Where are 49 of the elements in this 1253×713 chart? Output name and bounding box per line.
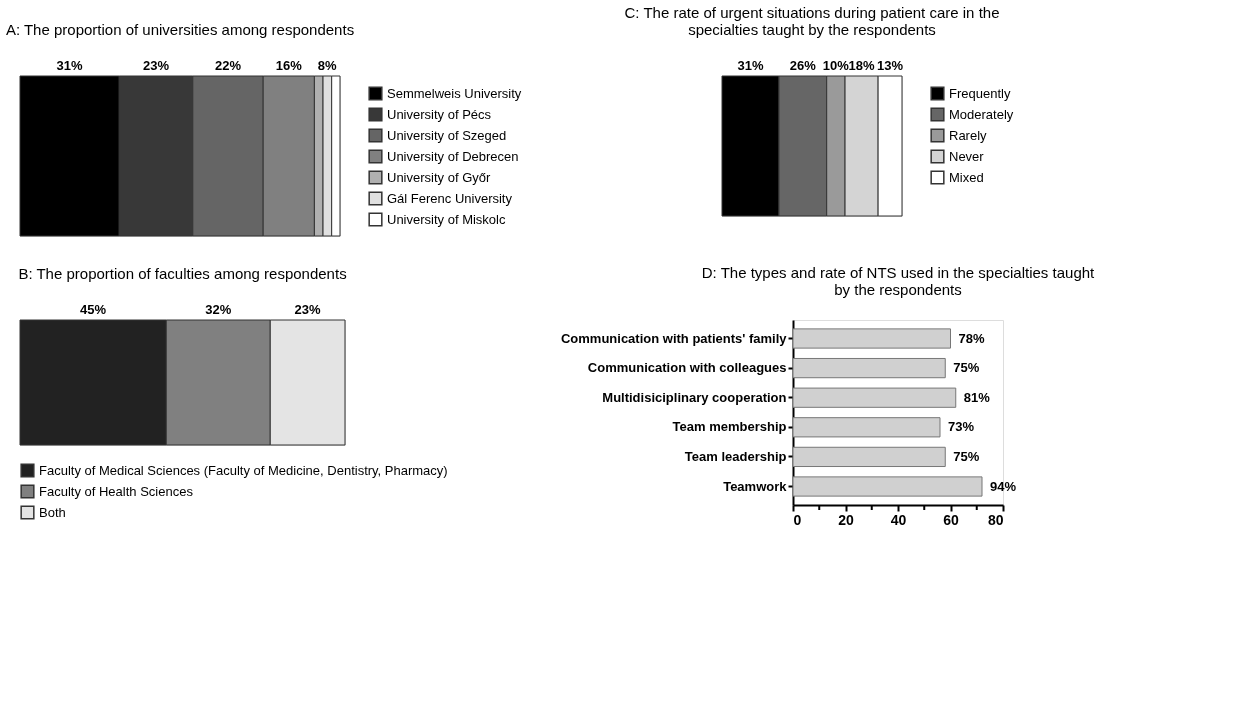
data-label: 26%: [789, 58, 817, 73]
x-tick-label: 80: [987, 511, 1004, 528]
data-label: 23%: [294, 302, 322, 317]
y-tick-label: Team membership: [672, 419, 787, 435]
legend-label: Mixed: [949, 169, 984, 185]
legend-label: University of Győr: [387, 169, 491, 185]
y-tick-label: Communication with colleagues: [587, 360, 787, 376]
data-label: 13%: [877, 58, 904, 73]
chart-title: D: The types and rate of NTS used in the specialties taught by the respondents: [701, 264, 1096, 298]
x-tick-label: 60: [943, 511, 959, 528]
chart-title: A: The proportion of universities among respondents: [5, 21, 355, 38]
legend-label: Frequently: [949, 85, 1011, 101]
y-tick-label: Multidisiciplinary cooperation: [602, 389, 787, 405]
annotation: 81%: [963, 389, 991, 405]
x-tick-label: 40: [890, 511, 907, 528]
legend-label: Rarely: [949, 127, 988, 143]
data-label: 22%: [214, 58, 242, 73]
y-tick-label: Teamwork: [723, 478, 788, 494]
annotation: 75%: [953, 448, 980, 464]
x-tick-label: 20: [838, 511, 854, 528]
annotation: 94%: [990, 478, 1017, 494]
legend-label: University of Debrecen: [387, 148, 519, 164]
data-label: 45%: [80, 302, 107, 317]
annotation: 75%: [953, 360, 980, 376]
data-label: 31%: [737, 58, 764, 73]
chart-title: C: The rate of urgent situations during patient care in the specialties taught by the respondents: [624, 4, 1000, 38]
data-label: 10%: [822, 58, 850, 73]
y-tick-label: Communication with patients' family: [560, 330, 788, 346]
legend-label: Gál Ferenc University: [387, 190, 513, 206]
legend-label: Moderately: [949, 106, 1014, 122]
data-label: 18%: [848, 58, 876, 73]
text: 8%: [317, 58, 338, 73]
legend-label: Never: [949, 148, 985, 164]
annotation: 73%: [948, 419, 975, 435]
data-label: 16%: [275, 58, 303, 73]
legend-label: University of Szeged: [387, 127, 507, 143]
legend-label: Faculty of Health Sciences: [39, 483, 194, 499]
x-tick-label: 0: [793, 511, 802, 528]
data-label: 32%: [205, 302, 232, 317]
legend-label: Faculty of Medical Sciences (Faculty of Medicine, Dentistry, Pharmacy): [39, 462, 448, 478]
chart-title: B: The proportion of faculties among respondents: [18, 265, 347, 282]
y-tick-label: Team leadership: [684, 448, 787, 464]
legend-label: University of Miskolc: [387, 211, 506, 227]
legend-label: University of Pécs: [387, 106, 492, 122]
annotation: 78%: [958, 330, 985, 346]
data-label: 31%: [56, 58, 84, 73]
legend-label: Both: [39, 504, 66, 520]
data-label: 23%: [142, 58, 170, 73]
legend-label: Semmelweis University: [387, 85, 522, 101]
